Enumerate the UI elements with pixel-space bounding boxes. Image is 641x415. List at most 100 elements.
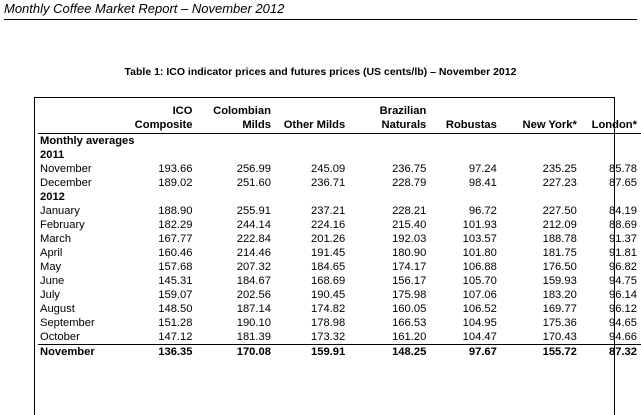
month-cell: December	[40, 177, 92, 189]
table-body: Monthly averages 2011 November 193.66 256.…	[38, 134, 641, 359]
table-row: August 148.50 187.14 174.82 160.05 106.52 169.…	[38, 302, 641, 316]
price-cell: 188.78	[542, 233, 577, 245]
price-cell: 193.66	[158, 163, 193, 175]
table-row: October 147.12 181.39 173.32 161.20 104.47 170…	[38, 330, 641, 345]
price-cell: 147.12	[158, 331, 193, 343]
table-row: May 157.68 207.32 184.65 174.17 106.88 176.50 9…	[38, 260, 641, 274]
month-cell: June	[40, 275, 65, 287]
price-cell: 180.90	[392, 247, 427, 259]
column-header-line2: London*	[580, 118, 641, 134]
month-cell: March	[40, 233, 72, 245]
price-cell: 228.79	[392, 177, 427, 189]
price-cell: 159.93	[542, 275, 577, 287]
table-row: March 167.77 222.84 201.26 192.03 103.57 188.7…	[38, 232, 641, 246]
year-row-2011: 2011	[38, 148, 641, 162]
price-cell: 227.50	[542, 205, 577, 217]
price-cell: 183.20	[542, 289, 577, 301]
price-cell: 173.32	[311, 331, 346, 343]
price-cell: 101.80	[462, 247, 497, 259]
column-header-line1: ICO	[172, 105, 193, 117]
price-cell: 170.43	[542, 331, 577, 343]
price-cell: 168.69	[311, 275, 346, 287]
column-header-line2: Naturals	[349, 118, 431, 134]
price-cell: 105.70	[462, 275, 497, 287]
price-cell: 184.67	[236, 275, 271, 287]
price-cell: 227.23	[542, 177, 577, 189]
column-header-line2: Robustas	[430, 118, 501, 134]
price-cell: 97.24	[468, 163, 497, 175]
price-cell: 94.65	[609, 317, 637, 329]
month-cell: January	[40, 205, 80, 217]
price-cell: 202.56	[236, 289, 271, 301]
column-header-line1	[501, 104, 581, 118]
month-cell: November	[40, 163, 92, 175]
price-cell: 106.88	[462, 261, 497, 273]
header-corner	[38, 104, 127, 118]
price-cell: 167.77	[158, 233, 193, 245]
column-header-line2: Milds	[196, 118, 275, 134]
price-cell: 84.19	[609, 205, 637, 217]
price-cell: 188.90	[158, 205, 193, 217]
price-cell: 251.60	[236, 177, 271, 189]
price-cell: 91.81	[609, 247, 637, 259]
price-cell: 159.07	[158, 289, 193, 301]
column-header-line1: Colombian	[213, 105, 271, 117]
price-cell: 104.47	[462, 331, 497, 343]
price-cell: 160.46	[158, 247, 193, 259]
price-cell: 88.69	[609, 219, 637, 231]
header-corner	[38, 118, 128, 134]
price-cell: 178.98	[311, 317, 346, 329]
year-row-2012: 2012	[38, 190, 641, 204]
column-header-line1	[581, 104, 641, 118]
month-cell: February	[40, 219, 85, 231]
table-row: December 189.02 251.60 236.71 228.79 98.41 227…	[38, 176, 641, 190]
month-cell: August	[40, 303, 75, 315]
price-cell: 174.82	[311, 303, 346, 315]
price-cell: 212.09	[542, 219, 577, 231]
price-cell: 255.91	[236, 205, 271, 217]
table-row: November 193.66 256.99 245.09 236.75 97.24 235…	[38, 162, 641, 176]
price-cell: 97.67	[430, 344, 501, 359]
table-row: September 151.28 190.10 178.98 166.53 104.95 1…	[38, 316, 641, 330]
price-cell: 101.93	[462, 219, 497, 231]
price-cell: 94.75	[609, 275, 637, 287]
section-row: Monthly averages	[38, 134, 641, 149]
table-frame	[34, 97, 615, 415]
price-cell: 159.91	[274, 344, 350, 359]
price-cell: 191.45	[311, 247, 346, 259]
column-header-line1: Brazilian	[379, 105, 427, 117]
table-head: ICO Colombian Brazilian Composite Milds …	[38, 104, 641, 134]
column-header-line1	[275, 104, 349, 118]
table-row: June 145.31 184.67 168.69 156.17 105.70 159.93…	[38, 274, 641, 288]
price-cell: 184.65	[311, 261, 346, 273]
price-cell: 156.17	[392, 275, 427, 287]
price-cell: 244.14	[236, 219, 271, 231]
price-cell: 87.65	[609, 177, 637, 189]
price-cell: 181.39	[236, 331, 271, 343]
price-cell: 96.82	[609, 261, 637, 273]
price-cell: 175.36	[542, 317, 577, 329]
price-cell: 170.08	[196, 344, 275, 359]
column-header-line2: Composite	[127, 118, 197, 134]
price-cell: 190.10	[236, 317, 271, 329]
report-title: Monthly Coffee Market Report – November …	[4, 1, 285, 16]
price-cell: 175.98	[392, 289, 427, 301]
price-cell: 228.21	[392, 205, 427, 217]
price-cell: 174.17	[392, 261, 427, 273]
price-cell: 190.45	[311, 289, 346, 301]
year-label: 2011	[40, 149, 65, 161]
price-cell: 189.02	[158, 177, 193, 189]
price-cell: 103.57	[462, 233, 497, 245]
price-cell: 237.21	[311, 205, 346, 217]
table-row: January 188.90 255.91 237.21 228.21 96.72 227.…	[38, 204, 641, 218]
price-cell: 201.26	[311, 233, 346, 245]
month-cell: September	[40, 317, 95, 329]
table-caption: Table 1: ICO indicator prices and future…	[124, 66, 517, 78]
column-header-line1	[430, 104, 501, 118]
price-cell: 145.31	[158, 275, 193, 287]
price-cell: 160.05	[392, 303, 427, 315]
column-header-line2: New York*	[500, 118, 581, 134]
price-cell: 148.25	[349, 344, 431, 359]
price-cell: 94.66	[609, 331, 637, 343]
price-cell: 85.78	[609, 163, 637, 175]
